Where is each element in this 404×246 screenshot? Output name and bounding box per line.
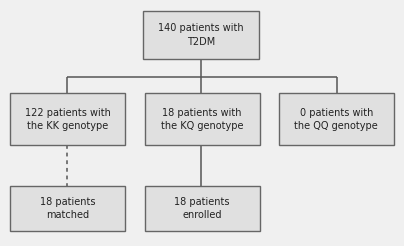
FancyBboxPatch shape (10, 93, 125, 145)
Text: 18 patients
matched: 18 patients matched (40, 197, 95, 220)
FancyBboxPatch shape (145, 93, 260, 145)
Text: 18 patients
enrolled: 18 patients enrolled (175, 197, 230, 220)
FancyBboxPatch shape (10, 186, 125, 231)
FancyBboxPatch shape (145, 186, 260, 231)
FancyBboxPatch shape (143, 11, 259, 59)
Text: 122 patients with
the KK genotype: 122 patients with the KK genotype (25, 108, 111, 131)
Text: 18 patients with
the KQ genotype: 18 patients with the KQ genotype (161, 108, 244, 131)
Text: 140 patients with
T2DM: 140 patients with T2DM (158, 23, 244, 47)
FancyBboxPatch shape (279, 93, 394, 145)
Text: 0 patients with
the QQ genotype: 0 patients with the QQ genotype (295, 108, 378, 131)
